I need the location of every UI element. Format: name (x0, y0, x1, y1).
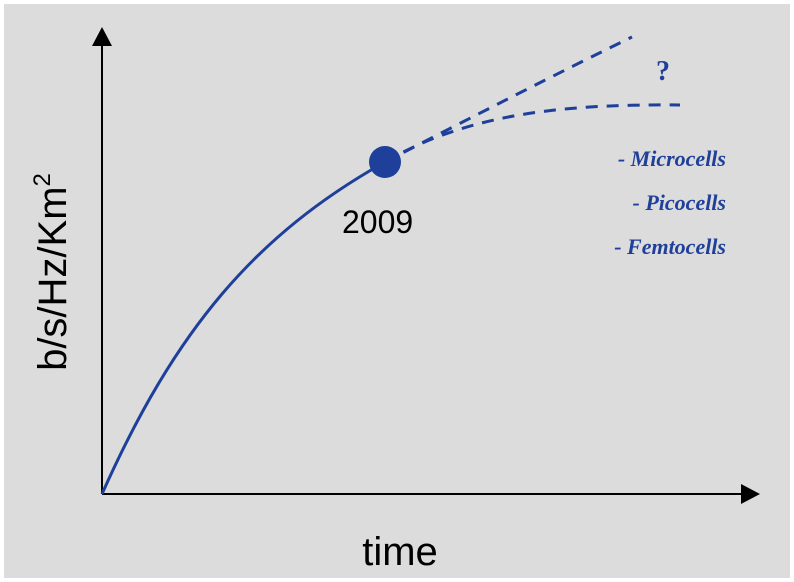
y-axis-arrow (92, 27, 112, 46)
y-axis-label: b/s/Hz/Km (31, 186, 75, 370)
projection-upper (384, 35, 633, 164)
x-axis-label: time (362, 530, 438, 574)
growth-curve (100, 160, 386, 495)
note-picocells: - Picocells (633, 190, 726, 215)
diagram-panel (4, 4, 790, 578)
note-microcells: - Microcells (618, 146, 726, 171)
y-axis-label-group: b/s/Hz/Km2 (29, 173, 75, 371)
y-axis-superscript: 2 (29, 173, 56, 186)
marker-2009 (369, 146, 401, 178)
question-mark: ? (656, 56, 670, 87)
point-label: 2009 (342, 204, 413, 240)
projection-lower (384, 103, 681, 164)
note-femtocells: - Femtocells (614, 234, 726, 259)
x-axis-arrow (741, 484, 760, 504)
svg-text:b/s/Hz/Km2: b/s/Hz/Km2 (29, 173, 75, 371)
